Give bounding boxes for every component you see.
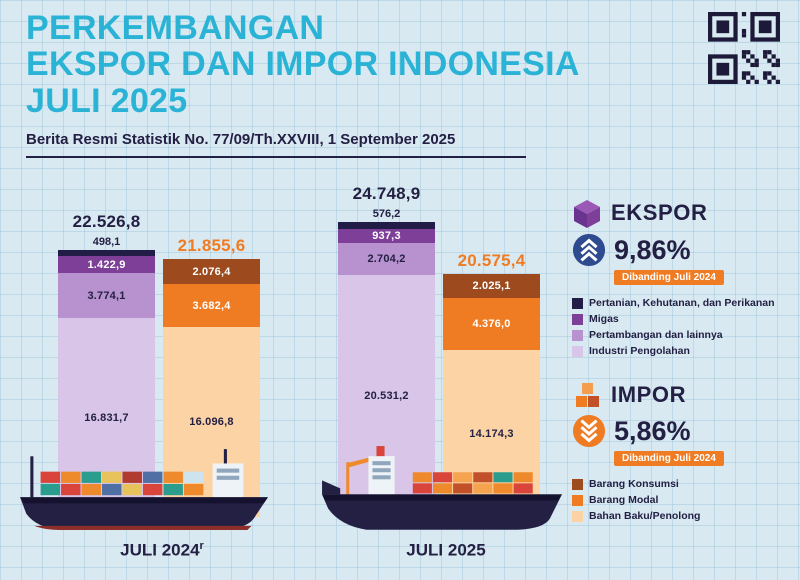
legend-item: Migas [572,313,790,325]
legend-item: Pertanian, Kehutanan, dan Perikanan [572,297,790,309]
impor-header: IMPOR [572,381,790,409]
title-line-1: PERKEMBANGAN [26,9,325,47]
bar-segment-industri: 16.831,7 [58,318,155,517]
bar-segment-konsumsi: 2.076,4 [163,259,260,284]
legend-swatch [572,329,583,341]
group-label-superscript: r [199,540,204,552]
ekspor-legend-items: Pertanian, Kehutanan, dan Perikanan Migas… [572,297,790,357]
legend-swatch [572,510,583,522]
legend-item: Barang Modal [572,494,790,506]
ekspor-block: EKSPOR 9,86% Dibanding Juli 2024 Pertani… [572,198,790,357]
group-label-text: JULI 2025 [406,540,486,560]
ekspor-percent: 9,86% [614,234,691,265]
page-title: PERKEMBANGAN EKSPOR DAN IMPOR INDONESIA … [26,9,580,120]
subtitle: Berita Resmi Statistik No. 77/09/Th.XXVI… [26,131,526,158]
bar-segment-migas: 937,3 [338,229,435,243]
legend-item: Industri Pengolahan [572,345,790,357]
bar-segments: 498,1 1.422,9 3.774,1 16.831,7 [58,235,155,517]
bar-total: 21.855,6 [177,236,246,255]
bar-total: 22.526,8 [72,212,141,231]
impor-block: IMPOR 5,86% Dibanding Juli 2024 Barang K… [572,381,790,522]
group-label-text: JULI 2024 [120,540,200,560]
qr-code-icon [708,12,780,84]
legend-label: Pertambangan dan lainnya [589,329,723,342]
arrows-down-icon [572,415,606,448]
cargo-ship-icon [322,446,562,530]
legend-label: Industri Pengolahan [589,345,690,358]
legend-swatch [572,478,583,490]
arrows-up-icon [572,233,606,267]
bar-total: 24.748,9 [352,184,421,203]
legend-item: Pertambangan dan lainnya [572,329,790,341]
legend-label: Barang Modal [589,494,659,507]
bar-segment-modal: 3.682,4 [163,284,260,327]
legend-label: Pertanian, Kehutanan, dan Perikanan [589,297,775,309]
bar-segment-pertambangan: 2.704,2 [338,243,435,275]
legend-swatch [572,297,583,309]
bar-segment-pertanian [58,250,155,256]
bar-segment-pertanian [338,222,435,229]
bar-segment-migas: 1.422,9 [58,256,155,273]
bar-group-juli-2024: 22.526,8 498,1 1.422,9 3.774,1 16.831,7 21.… [58,172,260,517]
ekspor-pct-row: 9,86% [572,233,790,267]
bar-total: 20.575,4 [457,251,526,270]
bar-segment-value-pertanian: 576,2 [372,208,401,220]
ekspor-header: EKSPOR [572,198,790,228]
impor-pct-row: 5,86% [572,414,790,448]
bar-segment-value-pertanian: 498,1 [92,236,121,248]
ekspor-title: EKSPOR [611,200,708,225]
legend-swatch [572,345,583,357]
impor-title: IMPOR [611,382,687,408]
cargo-ship-icon [20,449,268,531]
ekspor-bar-juli-2024: 22.526,8 498,1 1.422,9 3.774,1 16.831,7 [58,212,155,517]
legend-label: Migas [589,313,619,326]
legend-swatch [572,313,583,325]
group-label-juli-2025: JULI 2025 [326,540,566,561]
bar-segment-pertambangan: 3.774,1 [58,273,155,318]
title-line-3: JULI 2025 [26,81,188,120]
legend-swatch [572,494,583,506]
legend-panel: EKSPOR 9,86% Dibanding Juli 2024 Pertani… [572,198,790,526]
impor-percent: 5,86% [614,415,691,446]
bar-segment-konsumsi: 2.025,1 [443,274,540,298]
legend-item: Bahan Baku/Penolong [572,510,790,522]
legend-item: Barang Konsumsi [572,478,790,490]
ekspor-compare-badge: Dibanding Juli 2024 [614,270,724,285]
legend-label: Bahan Baku/Penolong [589,510,701,523]
legend-label: Barang Konsumsi [589,478,679,491]
impor-legend-items: Barang Konsumsi Barang Modal Bahan Baku/Pe… [572,478,790,522]
import-boxes-icon [576,383,599,408]
bar-segment-modal: 4.376,0 [443,298,540,350]
export-cube-icon [574,200,600,228]
impor-compare-badge: Dibanding Juli 2024 [614,451,724,467]
title-line-2: EKSPOR DAN IMPOR INDONESIA [26,45,580,84]
group-label-juli-2024: JULI 2024r [42,540,282,561]
